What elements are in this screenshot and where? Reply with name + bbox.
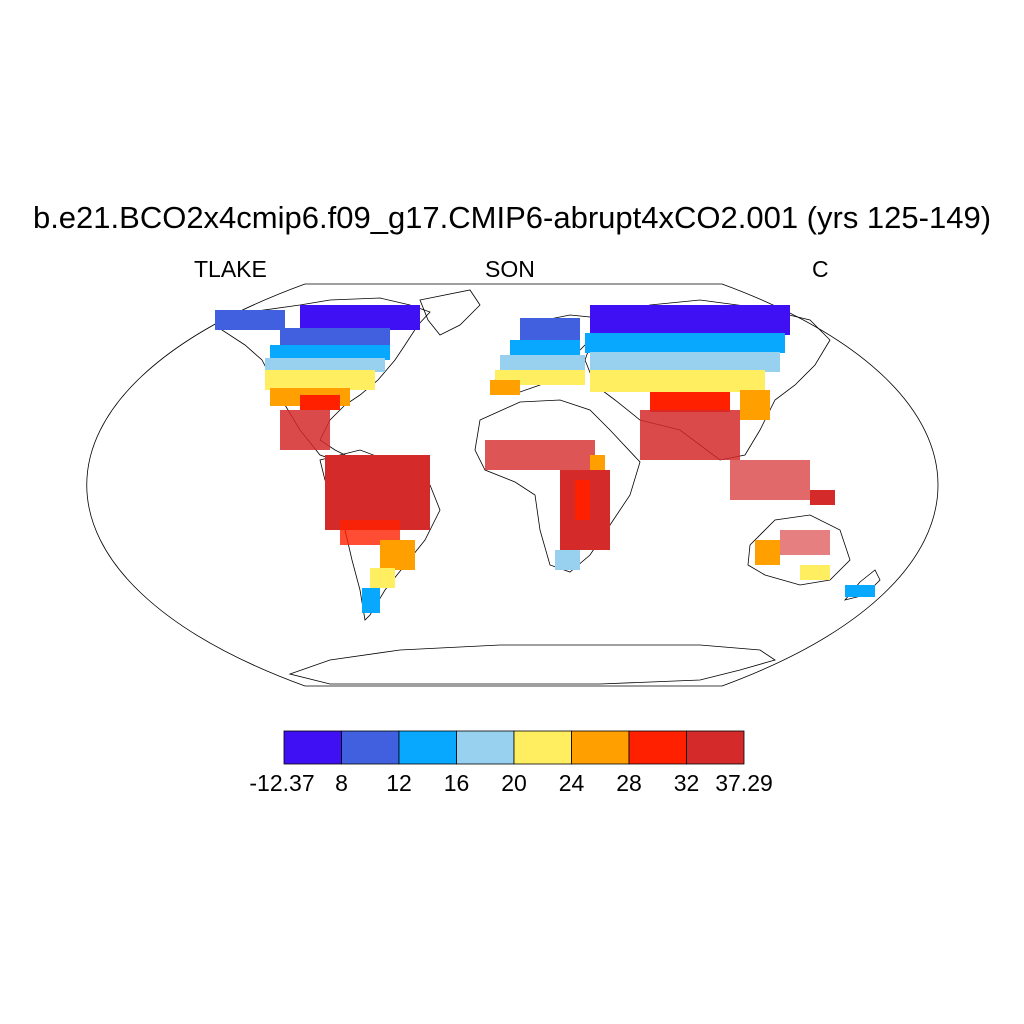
field-patch <box>780 530 830 555</box>
field-patch <box>590 305 790 335</box>
colorbar-boxes <box>283 730 745 765</box>
colorbar-box <box>283 730 342 765</box>
colorbar-box <box>571 730 630 765</box>
colorbar-tick-label: 16 <box>443 770 470 796</box>
field-patch <box>300 305 420 330</box>
field-patch <box>740 390 770 420</box>
field-patch <box>555 550 580 570</box>
colorbar-box <box>456 730 515 765</box>
field-patch <box>800 565 830 580</box>
field-patch <box>640 410 740 460</box>
field-patch <box>380 540 415 570</box>
colorbar-box <box>341 730 400 765</box>
colorbar-tick-label: 37.29 <box>715 770 773 796</box>
colorbar-box <box>686 730 745 765</box>
units-label: C <box>812 256 829 282</box>
australia-outline <box>747 514 851 586</box>
field-patch <box>510 340 580 355</box>
field-patch <box>650 392 730 412</box>
field-patch <box>590 455 605 470</box>
field-patch <box>520 318 580 340</box>
tlake-field <box>215 305 875 613</box>
field-patch <box>590 370 765 392</box>
field-patch <box>280 410 330 450</box>
colorbar-tick-label: 20 <box>501 770 527 796</box>
field-patch <box>575 480 590 520</box>
field-patch <box>500 355 585 370</box>
variable-label: TLAKE <box>194 256 267 282</box>
field-patch <box>490 380 520 395</box>
colorbar-tick-label: 32 <box>673 770 700 796</box>
field-patch <box>730 460 810 500</box>
field-patch <box>810 490 835 505</box>
field-patch <box>215 310 285 330</box>
field-patch <box>265 358 385 372</box>
greenland-outline <box>419 289 481 336</box>
colorbar-box <box>398 730 457 765</box>
field-patch <box>590 352 780 372</box>
colorbar-tick-label: 8 <box>335 770 348 796</box>
field-patch <box>370 568 395 588</box>
field-patch <box>845 585 875 597</box>
africa-outline <box>474 399 641 573</box>
antarctica-outline <box>288 644 776 685</box>
field-patch <box>362 588 380 613</box>
colorbar-tick-label: -12.37 <box>249 770 315 796</box>
field-patch <box>755 540 780 565</box>
field-patch <box>585 333 785 353</box>
field-patch <box>300 395 340 410</box>
colorbar-box <box>513 730 572 765</box>
colorbar-box <box>628 730 687 765</box>
field-patch <box>325 455 430 530</box>
field-patch <box>270 345 390 360</box>
field-patch <box>485 440 595 470</box>
season-label: SON <box>485 256 535 282</box>
field-patch <box>280 328 390 346</box>
colorbar-tick-label: 24 <box>558 770 585 796</box>
colorbar-tick-label: 28 <box>616 770 642 796</box>
chart-title: b.e21.BCO2x4cmip6.f09_g17.CMIP6-abrupt4x… <box>32 200 992 235</box>
colorbar-tick-label: 12 <box>386 770 412 796</box>
field-patch <box>265 370 375 390</box>
